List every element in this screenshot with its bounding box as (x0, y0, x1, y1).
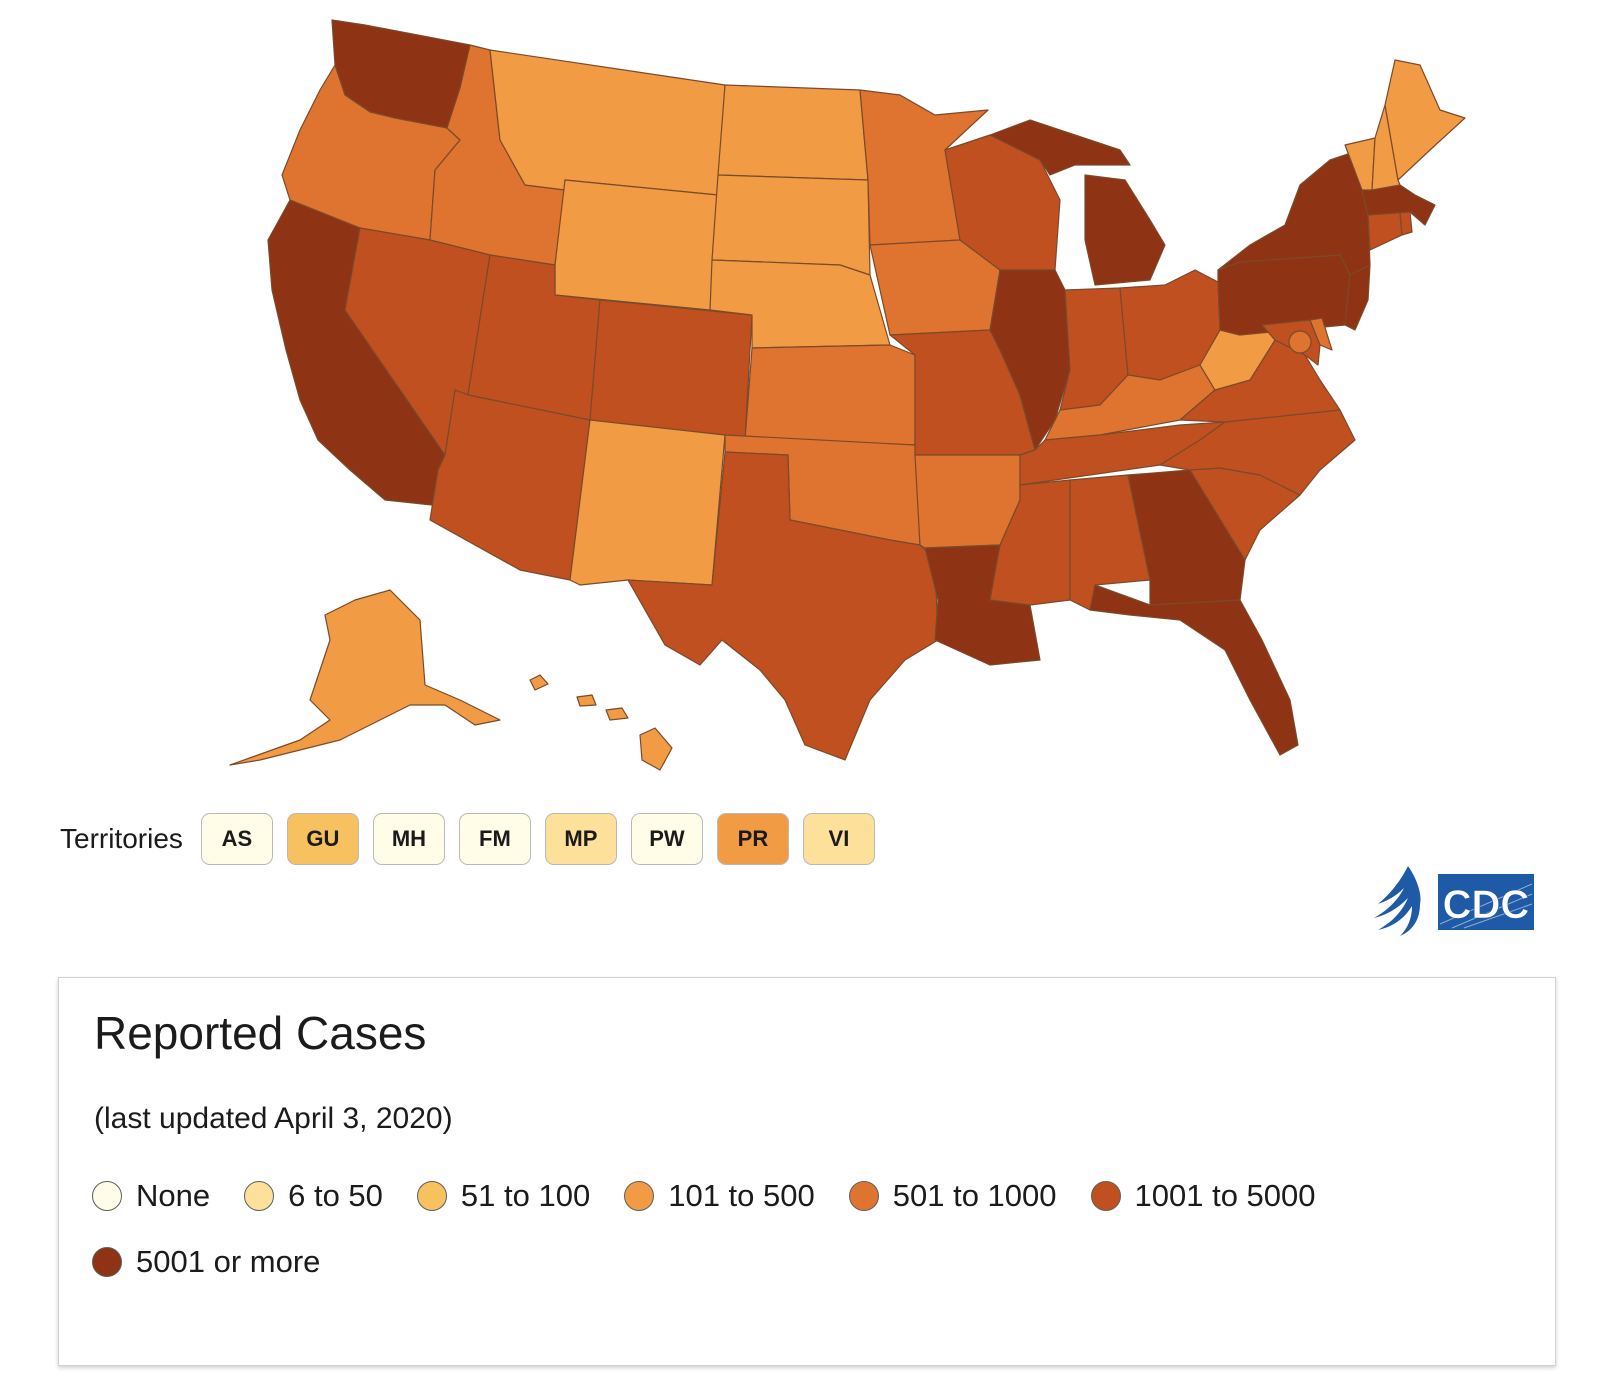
state-AZ[interactable] (429, 389, 591, 581)
state-CO[interactable] (589, 299, 753, 441)
state-RI[interactable] (1399, 211, 1413, 236)
state-CT[interactable] (1367, 211, 1403, 251)
state-NJ[interactable] (1344, 264, 1371, 331)
state-HI-4[interactable] (639, 727, 673, 771)
territory-button-gu[interactable]: GU (286, 813, 359, 865)
legend-item-label: 5001 or more (136, 1244, 321, 1279)
state-MA[interactable] (1361, 184, 1436, 226)
territory-button-mh[interactable]: MH (372, 813, 445, 865)
state-NM[interactable] (569, 419, 726, 586)
legend-last-updated: (last updated April 3, 2020) (94, 1102, 453, 1135)
legend-swatch (624, 1181, 655, 1211)
state-DC[interactable] (1288, 330, 1312, 354)
legend-items: None 6 to 50 51 to 100 101 to 500 501 to… (92, 1178, 1492, 1280)
territories-bar: Territories AS GU MH FM MP PW PR VI (60, 812, 875, 866)
state-FL[interactable] (1089, 584, 1299, 756)
territories-label: Territories (60, 823, 183, 854)
state-MI[interactable] (1084, 174, 1166, 286)
territory-button-fm[interactable]: FM (458, 813, 531, 865)
state-NH[interactable] (1371, 104, 1401, 191)
state-NY[interactable] (1217, 149, 1371, 276)
legend-item-none: None (92, 1178, 210, 1214)
state-TX[interactable] (627, 451, 939, 761)
legend-item-501-to-1000: 501 to 1000 (848, 1178, 1057, 1214)
territory-button-mp[interactable]: MP (544, 813, 617, 865)
territory-button-pw[interactable]: PW (630, 813, 703, 865)
state-DE[interactable] (1309, 317, 1333, 351)
legend-swatch (92, 1247, 122, 1277)
cdc-logo: CDC (1438, 874, 1534, 930)
state-MI-upper[interactable] (989, 119, 1131, 176)
state-HI-2[interactable] (576, 694, 597, 707)
legend-title: Reported Cases (94, 1007, 427, 1059)
legend-swatch (416, 1181, 447, 1211)
legend-swatch (92, 1181, 122, 1211)
legend-swatch (1090, 1181, 1121, 1211)
legend-item-101-to-500: 101 to 500 (624, 1178, 815, 1214)
legend-item-6-to-50: 6 to 50 (244, 1178, 383, 1214)
hhs-eagle-logo (1374, 866, 1421, 936)
legend-swatch (244, 1181, 275, 1211)
legend-item-5001-or-more: 5001 or more (92, 1244, 320, 1280)
state-HI-1[interactable] (529, 674, 549, 691)
legend-item-label: 501 to 1000 (892, 1178, 1057, 1213)
territory-button-pr[interactable]: PR (716, 813, 789, 865)
state-AK[interactable] (229, 589, 501, 766)
legend-card: Reported Cases (last updated April 3, 20… (58, 977, 1556, 1366)
legend-item-label: None (136, 1178, 211, 1213)
legend-item-label: 51 to 100 (460, 1178, 591, 1213)
legend-item-label: 101 to 500 (668, 1178, 815, 1213)
state-NC[interactable] (1159, 409, 1356, 496)
state-KS[interactable] (744, 344, 916, 446)
cdc-logo-text: CDC (1443, 883, 1530, 927)
agency-logos: CDC (1374, 866, 1534, 936)
state-ND[interactable] (717, 84, 869, 181)
legend-swatch (848, 1181, 879, 1211)
legend-item-51-to-100: 51 to 100 (416, 1178, 591, 1214)
state-WY[interactable] (554, 179, 719, 311)
state-SD[interactable] (711, 174, 871, 276)
state-IL[interactable] (989, 269, 1071, 451)
state-HI-3[interactable] (605, 707, 629, 721)
legend-item-1001-to-5000: 1001 to 5000 (1090, 1178, 1316, 1214)
us-map (229, 19, 1466, 771)
state-ME[interactable] (1384, 59, 1466, 181)
legend-item-label: 6 to 50 (288, 1178, 383, 1213)
territory-button-as[interactable]: AS (200, 813, 273, 865)
legend-item-label: 1001 to 5000 (1134, 1178, 1316, 1213)
territory-button-vi[interactable]: VI (802, 813, 875, 865)
state-MT[interactable] (489, 49, 726, 196)
